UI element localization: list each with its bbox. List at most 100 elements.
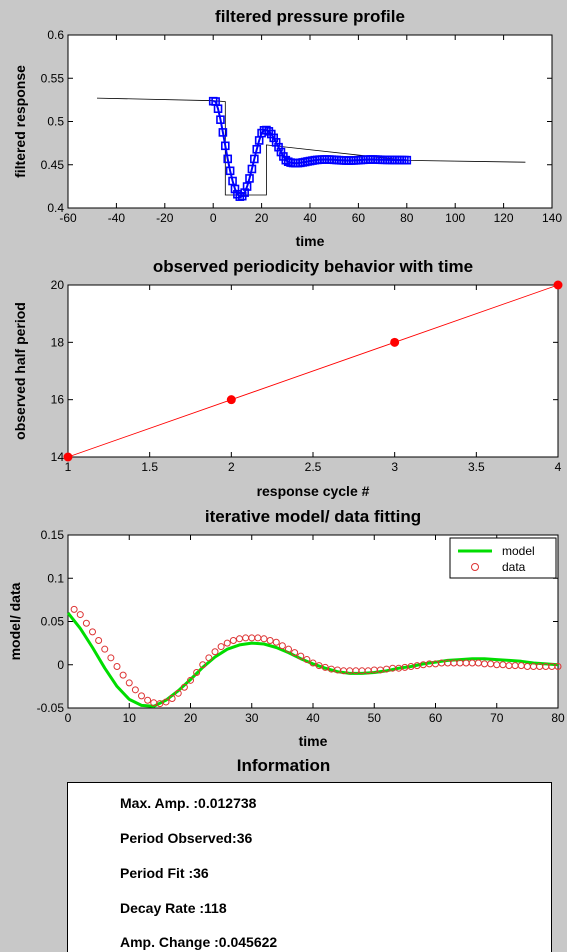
data-point [303,656,311,664]
x-tick-label: 0 [210,211,217,225]
data-point [174,689,182,697]
x-tick-label: 10 [123,711,137,725]
data-point [205,654,213,662]
data-point [82,619,90,627]
x-tick-label: -20 [156,211,174,225]
information-box: Max. Amp. :0.012738 Period Observed:36 P… [67,782,552,952]
x-tick-label: 40 [306,711,320,725]
data-point [226,395,236,405]
x-tick-label: 2.5 [305,460,322,474]
y-tick-label: 0.05 [41,615,65,629]
y-tick-label: 0 [57,658,64,672]
legend-swatch-data [471,563,479,571]
info-period-fit: Period Fit :36 [120,865,209,881]
data-point [271,138,281,147]
data-point [228,176,237,186]
series-2-1-line [67,284,559,458]
y-axis-label-3: model/ data [7,582,23,660]
x-axis-label-2: response cycle # [257,483,370,499]
data-point [390,337,400,347]
chart-title-2: observed periodicity behavior with time [153,257,473,276]
data-point [199,661,207,669]
data-point [156,700,164,708]
x-tick-label: 0 [65,711,72,725]
data-point [63,452,73,462]
x-tick-label: 20 [184,711,198,725]
info-period-observed: Period Observed:36 [120,830,253,846]
x-tick-label: 140 [542,211,562,225]
data-point [113,662,121,670]
x-tick-label: 3 [391,460,398,474]
data-point [107,654,115,662]
data-point [260,635,268,643]
y-tick-label: -0.05 [37,701,65,715]
data-point [245,174,254,183]
legend-box [449,537,557,579]
data-point [272,638,280,646]
data-point [218,128,228,137]
y-axis-label-1: filtered response [12,65,28,178]
x-tick-label: -60 [59,211,77,225]
data-point [225,166,235,176]
information-title: Information [237,756,331,775]
y-tick-label: 0.55 [41,71,65,85]
data-point [213,104,223,113]
data-point [278,642,286,650]
data-point [119,671,127,679]
data-point [402,155,412,165]
y-tick-label: 0.6 [47,28,64,42]
data-point [240,188,249,197]
data-point [221,141,230,151]
x-tick-label: 1.5 [141,460,158,474]
y-axis-label-2: observed half period [12,302,28,440]
data-point [187,676,194,684]
data-point [95,637,103,645]
data-point [242,182,252,191]
data-point [211,648,219,656]
y-tick-label: 16 [51,393,65,407]
data-point [269,133,279,143]
y-tick-label: 0.1 [47,571,64,585]
x-tick-label: 20 [255,211,269,225]
data-point [131,686,139,694]
y-tick-label: 18 [51,335,65,349]
data-point [252,144,262,154]
data-point [247,164,257,174]
x-axis-label-3: time [299,733,328,749]
x-tick-label: 50 [368,711,382,725]
y-tick-label: 0.5 [47,115,64,129]
data-point [276,147,286,157]
data-point [70,605,78,613]
data-point [285,645,292,653]
info-max-amp: Max. Amp. :0.012738 [120,795,257,811]
data-point [264,127,274,136]
y-tick-label: 20 [51,278,65,292]
chart-title-3: iterative model/ data fitting [205,507,421,526]
y-tick-label: 0.4 [47,201,64,215]
x-tick-label: 3.5 [468,460,485,474]
data-point [217,643,225,651]
data-point [315,662,323,670]
info-amp-change: Amp. Change :0.045622 [120,934,278,950]
data-point [216,115,225,124]
x-tick-label: 1 [65,460,72,474]
x-tick-label: 60 [352,211,366,225]
x-tick-label: 2 [228,460,235,474]
data-point [144,696,152,704]
data-point [223,639,231,647]
data-point [266,637,274,645]
data-point [291,649,299,657]
data-point [180,683,188,691]
x-tick-label: 40 [303,211,317,225]
data-point [223,154,233,164]
data-point [297,652,305,660]
x-tick-label: 30 [245,711,259,725]
data-point [309,659,317,667]
data-point [125,679,133,687]
info-decay-rate: Decay Rate :118 [120,900,227,916]
x-tick-label: 60 [429,711,443,725]
y-tick-label: 0.15 [41,528,65,542]
x-tick-label: 100 [445,211,465,225]
data-point [250,154,259,164]
data-point [89,628,96,636]
